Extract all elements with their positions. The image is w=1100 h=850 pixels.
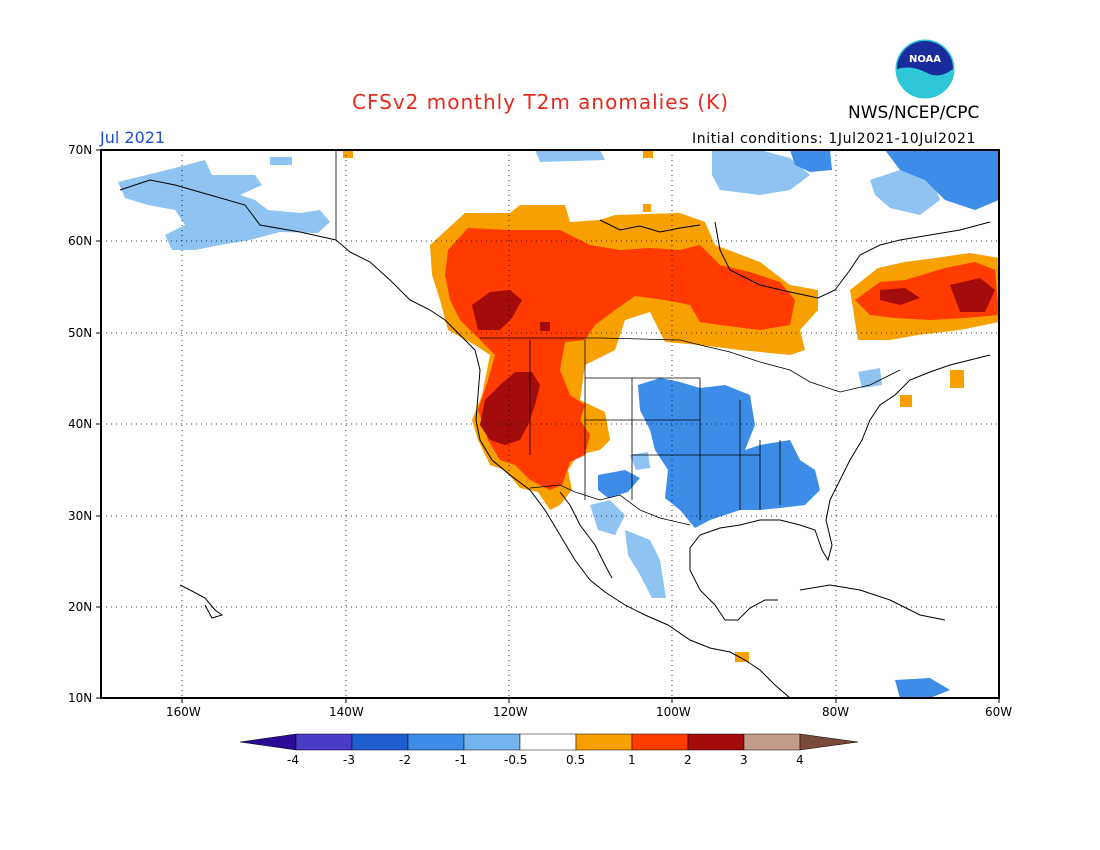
map-title: CFSv2 monthly T2m anomalies (K): [352, 90, 729, 114]
logo-text: NOAA: [909, 54, 941, 65]
colorbar-label: 0.5: [566, 753, 586, 767]
lon-label: 120W: [493, 705, 528, 719]
lat-label: 50N: [68, 326, 93, 340]
colorbar-bin: [687, 733, 745, 751]
tick-marks: [96, 149, 1000, 703]
lon-label: 60W: [985, 705, 1013, 719]
colorbar-bin: [743, 733, 801, 751]
colorbar-label: -0.5: [504, 753, 528, 767]
lat-label: 40N: [68, 417, 93, 431]
colorbar-bin: [463, 733, 521, 751]
coastlines: [119, 179, 991, 699]
colorbar-bin: [407, 733, 465, 751]
colorbar-bin: [631, 733, 689, 751]
lat-label: 30N: [68, 509, 93, 523]
colorbar-bin: [351, 733, 409, 751]
colorbar-label: 1: [628, 753, 636, 767]
colorbar-bin: [519, 733, 577, 751]
colorbar-min-arrow: [239, 733, 297, 751]
central-us-cool-region: [598, 378, 820, 528]
colorbar-label: -1: [455, 753, 467, 767]
lon-label: 160W: [166, 705, 201, 719]
colorbar-bin: [575, 733, 633, 751]
colorbar-label: 2: [684, 753, 692, 767]
lon-label: 140W: [329, 705, 364, 719]
lon-label: 100W: [656, 705, 691, 719]
colorbar-bin: [295, 733, 353, 751]
colorbar-label: -4: [287, 753, 299, 767]
colorbar-label: 4: [796, 753, 804, 767]
lat-label: 70N: [68, 143, 93, 157]
noaa-logo: NOAA: [894, 38, 956, 100]
colorbar-label: 3: [740, 753, 748, 767]
lon-label: 80W: [822, 705, 850, 719]
lat-label: 10N: [68, 691, 93, 705]
borders: [335, 150, 901, 526]
dark-red-core: [472, 278, 995, 445]
colorbar-max-arrow: [799, 733, 859, 751]
light-blue-fringe: [535, 150, 940, 598]
agency-label: NWS/NCEP/CPC: [848, 103, 980, 123]
forecast-month: Jul 2021: [100, 128, 166, 147]
initial-conditions: Initial conditions: 1Jul2021-10Jul2021: [692, 131, 976, 147]
colorbar-label: -3: [343, 753, 355, 767]
northeast-canada-cool: [790, 150, 999, 698]
lat-label: 60N: [68, 234, 93, 248]
lat-label: 20N: [68, 600, 93, 614]
colorbar: [239, 733, 859, 751]
colorbar-label: -2: [399, 753, 411, 767]
